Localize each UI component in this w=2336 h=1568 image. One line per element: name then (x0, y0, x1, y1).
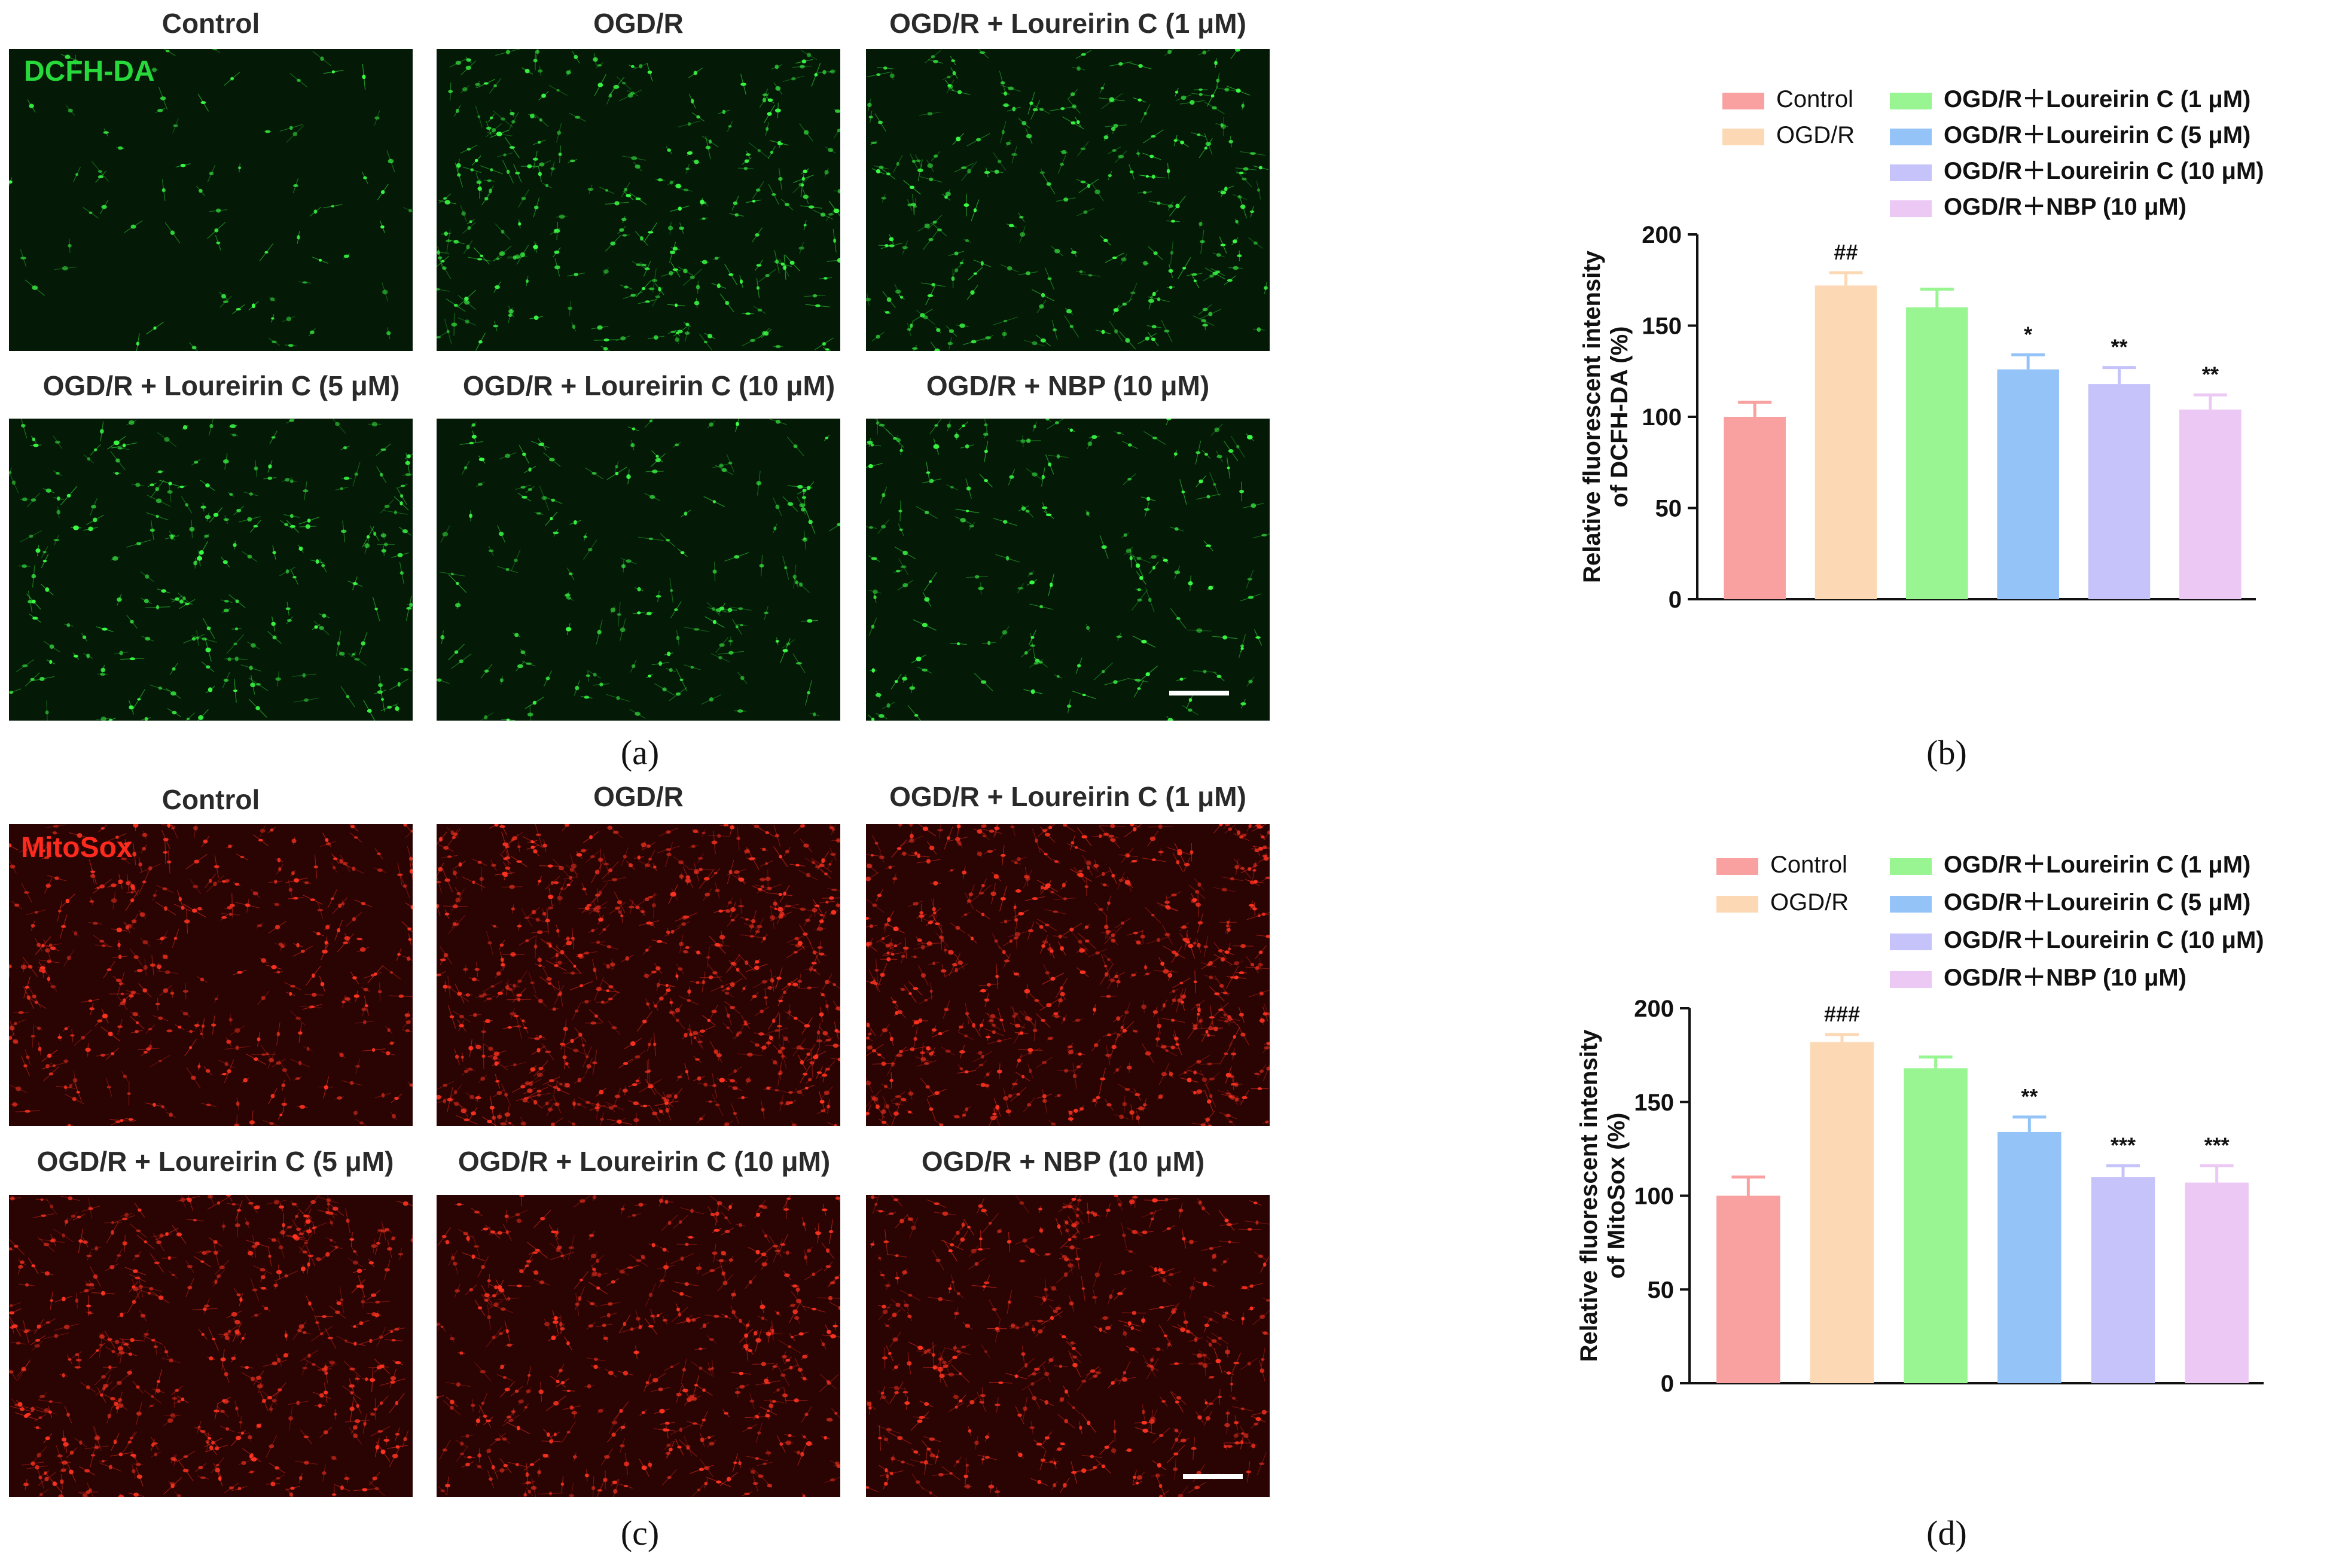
legend-label: OGD/R＋NBP (10 μM) (1944, 965, 2186, 991)
y-axis-label: Relative fluorescent intensity of MitoSox… (1576, 1029, 1630, 1362)
y-axis-label-line: of DCFH-DA (%) (1606, 327, 1633, 508)
image-title: OGD/R + Loureirin C (5 μM) (36, 1146, 394, 1177)
micrograph-c-lc10 (437, 1195, 840, 1497)
y-tick-label: 50 (1655, 496, 1682, 522)
micrograph-a-lc5 (9, 419, 413, 721)
significance-label: ## (1834, 240, 1858, 264)
legend-swatch (1890, 93, 1932, 109)
significance-label: * (2024, 322, 2032, 346)
legend-swatch (1890, 858, 1932, 875)
legend-label: Control (1776, 86, 1853, 112)
bar (1716, 1195, 1780, 1383)
sub-label-c: (c) (620, 1514, 660, 1552)
micrograph-c-ogdr (437, 824, 840, 1126)
legend-label: Control (1770, 852, 1847, 878)
y-tick-label: 0 (1669, 587, 1682, 613)
y-tick-label: 0 (1661, 1371, 1674, 1397)
sub-label-d: (d) (1926, 1514, 1967, 1552)
significance-label: ** (2111, 335, 2127, 359)
legend-swatch (1716, 896, 1758, 913)
bar (1998, 1131, 2061, 1383)
micrograph-a-lc10 (437, 419, 840, 721)
bar (1997, 369, 2059, 599)
bar (2091, 1177, 2155, 1383)
bar (1906, 307, 1968, 599)
sub-label-b: (b) (1926, 733, 1967, 772)
legend-label: OGD/R＋Loureirin C (5 μM) (1944, 889, 2250, 916)
y-tick-label: 100 (1634, 1183, 1674, 1210)
image-title: OGD/R (593, 781, 684, 812)
micrograph-c-nbp (866, 1195, 1270, 1497)
legend-swatch (1890, 934, 1932, 950)
legend-label: OGD/R (1776, 122, 1855, 148)
sub-label-a: (a) (620, 733, 660, 772)
micrograph-a-ogdr (437, 49, 840, 351)
legend-label: OGD/R (1770, 889, 1849, 916)
legend-swatch (1890, 971, 1932, 988)
bar-chart-dcfh: Control OGD/R OGD/R＋Loureirin C (1 μM) OGD/… (1579, 86, 2264, 613)
micrograph-c-lc1 (866, 824, 1270, 1126)
y-axis-label-line: Relative fluorescent intensity (1576, 1029, 1602, 1362)
image-title: OGD/R + Loureirin C (5 μM) (42, 370, 400, 401)
image-title: OGD/R + NBP (10 μM) (926, 370, 1210, 401)
bar (2185, 1182, 2249, 1383)
scale-bar (1183, 1474, 1243, 1479)
bar (2088, 384, 2151, 599)
y-axis-label-line: Relative fluorescent intensity (1579, 250, 1605, 582)
micrograph-a-control (9, 49, 413, 351)
y-axis-label: Relative fluorescent intensity of DCFH-DA… (1579, 250, 1633, 582)
image-title: Control (161, 8, 260, 39)
legend-label: OGD/R＋Loureirin C (1 μM) (1944, 86, 2250, 112)
image-title: OGD/R + Loureirin C (10 μM) (462, 370, 835, 401)
image-title: Control (161, 784, 260, 815)
significance-label: ** (2202, 362, 2219, 386)
significance-label: ### (1824, 1002, 1860, 1026)
bar (2179, 409, 2242, 599)
y-tick-label: 100 (1642, 404, 1682, 431)
micrograph-c-control (9, 824, 413, 1126)
y-tick-label: 50 (1648, 1277, 1675, 1303)
significance-label: ** (2021, 1084, 2038, 1109)
legend-label: OGD/R＋Loureirin C (10 μM) (1944, 158, 2264, 184)
y-tick-label: 200 (1642, 222, 1682, 248)
bar (1904, 1068, 1968, 1383)
legend-swatch (1722, 93, 1764, 109)
legend-swatch (1890, 129, 1932, 145)
stain-label: MitoSox (21, 832, 133, 864)
y-tick-label: 150 (1634, 1090, 1674, 1116)
bar (1724, 417, 1786, 599)
y-axis-label-line: of MitoSox (%) (1603, 1113, 1630, 1279)
legend-swatch (1890, 164, 1932, 181)
legend-swatch (1722, 129, 1764, 145)
significance-label: *** (2204, 1133, 2230, 1157)
legend-label: OGD/R＋Loureirin C (10 μM) (1944, 927, 2264, 953)
legend-swatch (1716, 858, 1758, 875)
y-tick-label: 200 (1634, 996, 1674, 1022)
legend-label: OGD/R＋Loureirin C (5 μM) (1944, 122, 2250, 148)
significance-label: *** (2111, 1133, 2136, 1157)
legend-swatch (1890, 200, 1932, 217)
stain-label: DCFH-DA (24, 56, 155, 87)
image-title: OGD/R (593, 8, 684, 39)
legend-label: OGD/R＋NBP (10 μM) (1944, 194, 2186, 220)
legend-swatch (1890, 896, 1932, 913)
bar (1814, 285, 1877, 599)
image-title: OGD/R + NBP (10 μM) (921, 1146, 1205, 1177)
bar-chart-mitosox: Control OGD/R OGD/R＋Loureirin C (1 μM) OGD/… (1576, 852, 2264, 1397)
image-title: OGD/R + Loureirin C (1 μM) (889, 8, 1246, 39)
image-title: OGD/R + Loureirin C (10 μM) (458, 1146, 831, 1177)
micrograph-a-lc1 (866, 49, 1270, 351)
image-title: OGD/R + Loureirin C (1 μM) (889, 781, 1246, 812)
scale-bar (1169, 691, 1229, 695)
y-tick-label: 150 (1642, 313, 1682, 340)
micrograph-a-nbp (866, 419, 1270, 721)
bar (1810, 1042, 1874, 1383)
micrograph-c-lc5 (9, 1195, 413, 1497)
legend-label: OGD/R＋Loureirin C (1 μM) (1944, 852, 2250, 878)
